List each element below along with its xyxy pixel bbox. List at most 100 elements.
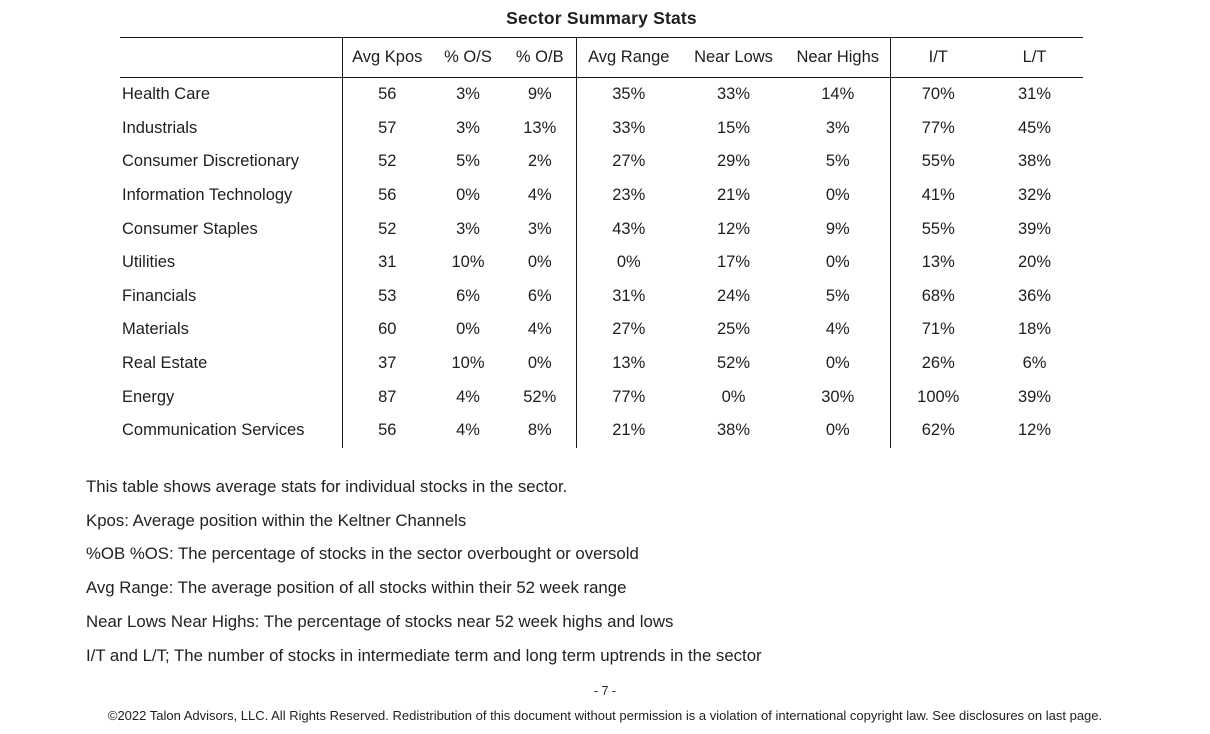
cell-pct-os: 3% (456, 219, 480, 238)
cell-pct-ob: 6% (527, 286, 552, 305)
note-line: This table shows average stats for indiv… (86, 477, 568, 496)
cell-lt: 6% (1022, 354, 1047, 373)
cell-near-highs: 5% (825, 152, 850, 171)
note-line: Kpos: Average position within the Keltne… (86, 510, 467, 530)
cell-it: 55% (889, 212, 986, 246)
cell-near-highs: 0% (825, 421, 850, 440)
cell-pct-os: 0% (456, 186, 480, 205)
sector-name: Utilities (122, 253, 176, 272)
cell-it: 41% (889, 178, 986, 213)
sector-name: Consumer Discretionary (122, 152, 299, 171)
col-header-avg-kpos: Avg Kpos (341, 37, 432, 78)
sector-name: Communication Services (122, 421, 305, 440)
cell-near-lows: 29% (716, 152, 751, 171)
cell-it: 26% (889, 346, 986, 381)
table-row: Energy 87 4% 52% 77% 0% 30% 100% 39% (120, 380, 1083, 414)
cell-pct-os: 10% (451, 354, 485, 373)
cell-avg-range: 23% (575, 178, 681, 213)
copyright-line: ©2022 Talon Advisors, LLC. All Rights Re… (107, 708, 1103, 723)
sector-name: Energy (122, 387, 175, 406)
cell-lt: 38% (1017, 152, 1052, 171)
cell-near-highs: 0% (825, 253, 850, 272)
page-title: Sector Summary Stats (506, 8, 697, 28)
cell-it: 77% (889, 111, 986, 146)
cell-it: 55% (889, 145, 986, 179)
table-row: Financials 53 6% 6% 31% 24% 5% 68% 36% (120, 279, 1083, 314)
cell-avg-kpos: 57 (341, 111, 432, 146)
col-header-sector (120, 37, 342, 78)
sector-name: Real Estate (122, 354, 208, 373)
cell-near-highs: 0% (825, 186, 850, 205)
cell-near-lows: 38% (716, 421, 751, 440)
table-row: Consumer Discretionary 52 5% 2% 27% 29% 5% 55% 3… (120, 145, 1083, 179)
cell-pct-os: 0% (456, 320, 480, 339)
cell-near-highs: 4% (825, 320, 850, 339)
cell-pct-os: 4% (456, 421, 480, 440)
cell-it: 62% (889, 413, 986, 448)
cell-avg-range: 31% (575, 279, 681, 314)
table-notes: This table shows average stats for indiv… (86, 470, 762, 672)
cell-lt: 12% (1017, 421, 1052, 440)
cell-lt: 32% (1017, 186, 1052, 205)
cell-near-highs: 14% (821, 85, 855, 104)
cell-avg-kpos: 87 (341, 380, 432, 414)
cell-pct-os: 3% (456, 85, 480, 104)
cell-near-lows: 12% (716, 219, 751, 238)
cell-avg-range: 21% (575, 413, 681, 448)
table-row: Materials 60 0% 4% 27% 25% 4% 71% 18% (120, 313, 1083, 347)
table-body: Health Care 56 3% 9% 35% 33% 14% 70% 31% Industri… (120, 77, 1083, 448)
cell-near-lows: 52% (716, 354, 751, 373)
cell-near-highs: 5% (825, 286, 850, 305)
cell-near-highs: 9% (825, 219, 850, 238)
cell-lt: 39% (1017, 219, 1052, 238)
cell-pct-os: 10% (451, 253, 485, 272)
cell-near-highs: 3% (825, 118, 850, 137)
cell-lt: 36% (1017, 286, 1052, 305)
note-line: Near Lows Near Highs: The percentage of … (86, 611, 674, 631)
sector-name: Materials (122, 320, 189, 339)
cell-near-highs: 30% (821, 387, 855, 406)
cell-pct-ob: 4% (527, 320, 552, 339)
col-header-lt: L/T (986, 37, 1083, 78)
cell-avg-range: 0% (575, 245, 681, 280)
cell-near-lows: 21% (716, 186, 751, 205)
cell-avg-kpos: 52 (341, 212, 432, 246)
cell-lt: 39% (1017, 387, 1052, 406)
sector-name: Financials (122, 286, 197, 305)
col-header-near-lows: Near Lows (681, 37, 786, 78)
cell-lt: 31% (1017, 85, 1052, 104)
cell-it: 68% (889, 279, 986, 314)
cell-pct-os: 3% (456, 118, 480, 137)
cell-avg-kpos: 56 (341, 178, 432, 213)
sector-name: Industrials (122, 118, 198, 137)
cell-it: 70% (889, 77, 986, 112)
cell-it: 71% (889, 313, 986, 347)
col-header-pct-ob: % O/B (504, 37, 576, 78)
cell-pct-os: 5% (456, 152, 480, 171)
table-header-row: Avg Kpos % O/S % O/B Avg Range Near Lows… (120, 37, 1083, 78)
cell-pct-os: 6% (456, 286, 480, 305)
note-line: %OB %OS: The percentage of stocks in the… (86, 544, 639, 564)
cell-avg-kpos: 56 (341, 413, 432, 448)
cell-it: 100% (889, 380, 986, 414)
cell-avg-range: 77% (575, 380, 681, 414)
sector-name: Information Technology (122, 186, 293, 205)
cell-pct-ob: 0% (527, 354, 552, 373)
col-header-pct-os: % O/S (432, 37, 504, 78)
table-row: Consumer Staples 52 3% 3% 43% 12% 9% 55% 39% (120, 212, 1083, 246)
col-header-it: I/T (889, 37, 986, 78)
cell-lt: 20% (1017, 253, 1052, 272)
sector-name: Health Care (122, 85, 211, 104)
table-row: Communication Services 56 4% 8% 21% 38% 0% 62% 1… (120, 413, 1083, 448)
sector-name: Consumer Staples (122, 219, 258, 238)
cell-avg-range: 13% (575, 346, 681, 381)
cell-near-lows: 0% (721, 387, 746, 406)
sector-summary-table: Avg Kpos % O/S % O/B Avg Range Near Lows… (120, 37, 1083, 448)
cell-avg-kpos: 37 (341, 346, 432, 381)
cell-pct-ob: 4% (527, 186, 552, 205)
cell-near-lows: 15% (716, 118, 751, 137)
cell-avg-range: 27% (575, 145, 681, 179)
cell-near-lows: 24% (716, 286, 751, 305)
cell-avg-range: 33% (575, 111, 681, 146)
table-row: Industrials 57 3% 13% 33% 15% 3% 77% 45% (120, 111, 1083, 146)
